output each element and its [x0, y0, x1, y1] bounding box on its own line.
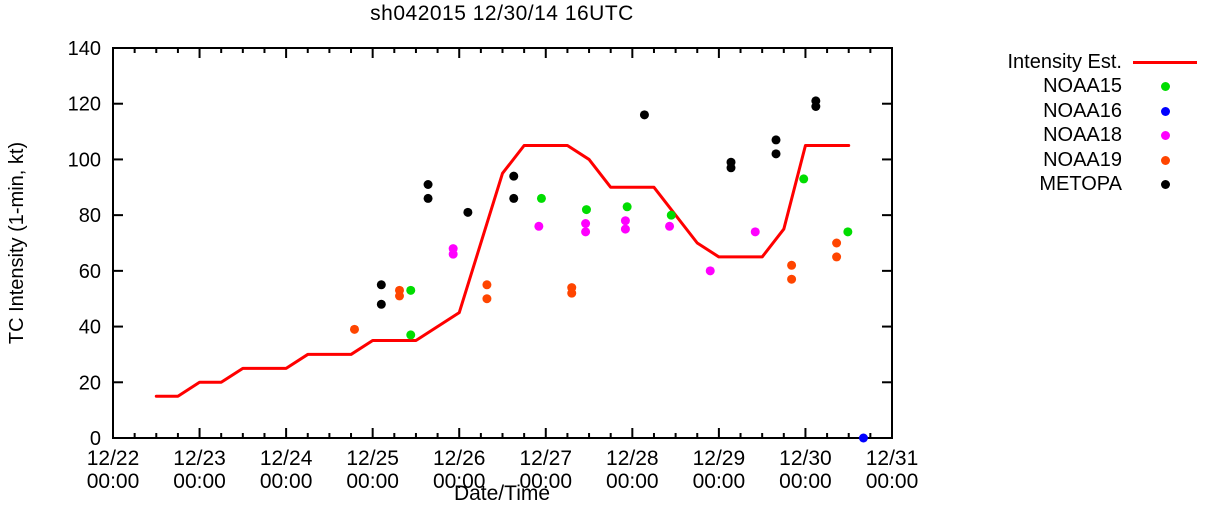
metopa-data-point — [726, 163, 736, 173]
legend-label: Intensity Est. — [1007, 50, 1123, 73]
noaa19-data-point — [567, 288, 577, 298]
legend-label: NOAA19 — [1043, 148, 1122, 171]
x-tick-label-time: 00:00 — [779, 470, 832, 493]
x-tick-label-date: 12/24 — [260, 447, 313, 470]
x-tick-label-time: 00:00 — [866, 470, 919, 493]
chart-title: sh042015 12/30/14 16UTC — [370, 2, 634, 25]
x-tick-label-date: 12/26 — [433, 447, 486, 470]
metopa-data-point — [509, 171, 519, 181]
green-dot-icon — [1160, 82, 1170, 92]
metopa-data-point — [423, 180, 433, 189]
noaa19-data-point — [787, 274, 797, 284]
metopa-data-point — [771, 135, 781, 145]
y-tick-label: 80 — [79, 205, 101, 227]
x-tick-label-time: 00:00 — [173, 470, 226, 493]
x-tick-label-date: 12/23 — [173, 447, 226, 470]
x-tick-label-date: 12/22 — [87, 447, 140, 470]
legend-label: METOPA — [1039, 173, 1122, 196]
y-tick-label: 140 — [68, 38, 101, 60]
noaa15-data-point — [536, 193, 546, 203]
noaa18-data-point — [448, 249, 458, 259]
legend-label: NOAA16 — [1043, 99, 1122, 122]
noaa19-data-point — [832, 252, 842, 262]
legend-item-noaa15: NOAA15 — [978, 75, 1208, 100]
metopa-data-point — [639, 110, 649, 120]
y-tick-label: 60 — [79, 261, 101, 283]
metopa-data-point — [463, 207, 473, 217]
metopa-data-point — [811, 102, 821, 111]
legend-label: NOAA15 — [1043, 75, 1122, 98]
red-line-swatch-icon — [1133, 60, 1197, 64]
noaa15-data-point — [799, 174, 809, 184]
legend-item-noaa19: NOAA19 — [978, 148, 1208, 173]
legend: Intensity Est. NOAA15 NOAA16 NOAA18 NOAA… — [978, 50, 1208, 197]
legend-item-intensity-est: Intensity Est. — [978, 50, 1208, 75]
noaa19-data-point — [394, 291, 404, 301]
metopa-data-point — [509, 193, 519, 203]
metopa-data-point — [771, 149, 781, 159]
metopa-data-point — [376, 280, 386, 290]
x-tick-label-date: 12/28 — [606, 447, 659, 470]
plot-frame — [112, 47, 893, 439]
intensity-line — [154, 144, 851, 398]
noaa15-data-point — [406, 285, 416, 295]
y-tick-label: 120 — [68, 94, 101, 116]
blue-dot-icon — [1160, 106, 1170, 116]
magenta-dot-icon — [1160, 131, 1170, 141]
noaa18-data-point — [620, 216, 630, 226]
noaa18-data-point — [665, 221, 675, 231]
metopa-data-point — [423, 193, 433, 203]
noaa15-data-point — [666, 210, 676, 220]
noaa18-data-point — [620, 224, 630, 234]
noaa18-data-point — [750, 227, 760, 237]
orange-dot-icon — [1160, 155, 1170, 165]
noaa19-data-point — [482, 280, 492, 290]
noaa18-data-point — [534, 221, 544, 231]
x-tick-label-date: 12/27 — [519, 447, 572, 470]
noaa15-data-point — [581, 205, 591, 215]
noaa18-data-point — [581, 227, 591, 237]
x-tick-label-time: 00:00 — [433, 470, 486, 493]
x-tick-label-time: 00:00 — [606, 470, 659, 493]
noaa15-data-point — [622, 202, 632, 212]
noaa19-data-point — [787, 260, 797, 270]
noaa18-data-point — [581, 219, 591, 228]
noaa19-data-point — [349, 324, 359, 334]
noaa19-data-point — [832, 238, 842, 248]
x-tick-label-time: 00:00 — [519, 470, 572, 493]
legend-item-metopa: METOPA — [978, 173, 1208, 198]
x-tick-label-date: 12/29 — [693, 447, 746, 470]
x-tick-label-date: 12/30 — [779, 447, 832, 470]
black-dot-icon — [1160, 180, 1170, 190]
noaa16-data-point — [858, 433, 868, 443]
noaa15-data-point — [843, 227, 853, 237]
y-tick-label: 20 — [79, 372, 101, 394]
legend-item-noaa18: NOAA18 — [978, 124, 1208, 149]
x-tick-label-time: 00:00 — [260, 470, 313, 493]
noaa18-data-point — [705, 266, 715, 276]
x-tick-label-time: 00:00 — [346, 470, 399, 493]
y-tick-label: 40 — [79, 317, 101, 339]
noaa15-data-point — [406, 330, 416, 340]
y-tick-label: 0 — [90, 428, 101, 450]
x-tick-label-date: 12/31 — [866, 447, 919, 470]
x-tick-label-date: 12/25 — [346, 447, 399, 470]
noaa19-data-point — [482, 294, 492, 304]
x-tick-label-time: 00:00 — [87, 470, 140, 493]
y-tick-label: 100 — [68, 149, 101, 171]
metopa-data-point — [376, 299, 386, 309]
legend-label: NOAA18 — [1043, 124, 1122, 147]
x-axis-label: Date/Time — [453, 482, 551, 505]
legend-item-noaa16: NOAA16 — [978, 99, 1208, 124]
x-tick-label-time: 00:00 — [693, 470, 746, 493]
